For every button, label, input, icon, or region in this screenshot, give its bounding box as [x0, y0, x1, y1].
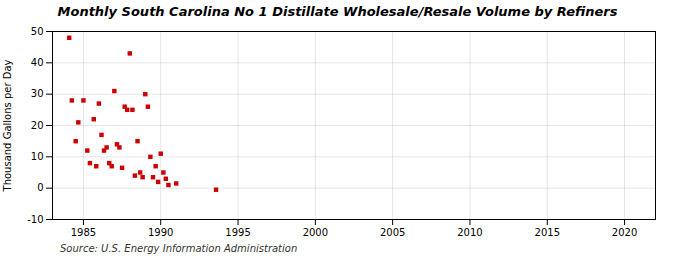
- svg-text:2010: 2010: [457, 227, 482, 238]
- svg-text:2005: 2005: [380, 227, 405, 238]
- svg-text:2020: 2020: [612, 227, 637, 238]
- html-text:Source: U.S. Energy Informatio: Source: U.S. Energy Information Administ…: [60, 243, 298, 254]
- svg-text:40: 40: [31, 57, 44, 68]
- svg-text:50: 50: [31, 26, 44, 37]
- svg-text:10: 10: [31, 151, 44, 162]
- svg-text:1995: 1995: [225, 227, 250, 238]
- svg-text:2000: 2000: [303, 227, 328, 238]
- svg-text:1985: 1985: [71, 227, 96, 238]
- svg-text:30: 30: [31, 88, 44, 99]
- svg-text:2015: 2015: [535, 227, 560, 238]
- html-text:Monthly South Carolina No 1 Di: Monthly South Carolina No 1 Distillate W…: [57, 4, 618, 19]
- svg-text:0: 0: [37, 182, 43, 193]
- svg-text:20: 20: [31, 120, 44, 131]
- svg-text:1990: 1990: [148, 227, 173, 238]
- svg-text:Thousand Gallons per Day: Thousand Gallons per Day: [2, 59, 13, 192]
- svg-text:-10: -10: [27, 214, 43, 225]
